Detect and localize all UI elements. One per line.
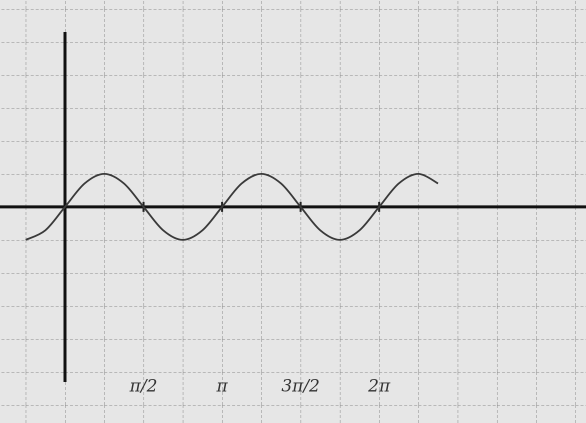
x-tick-label: π xyxy=(215,377,228,397)
x-tick-label: π/2 xyxy=(129,377,158,397)
curve xyxy=(25,172,439,241)
x-tick-label: 2π xyxy=(367,377,391,397)
x-tick-label: 3π/2 xyxy=(281,377,320,397)
